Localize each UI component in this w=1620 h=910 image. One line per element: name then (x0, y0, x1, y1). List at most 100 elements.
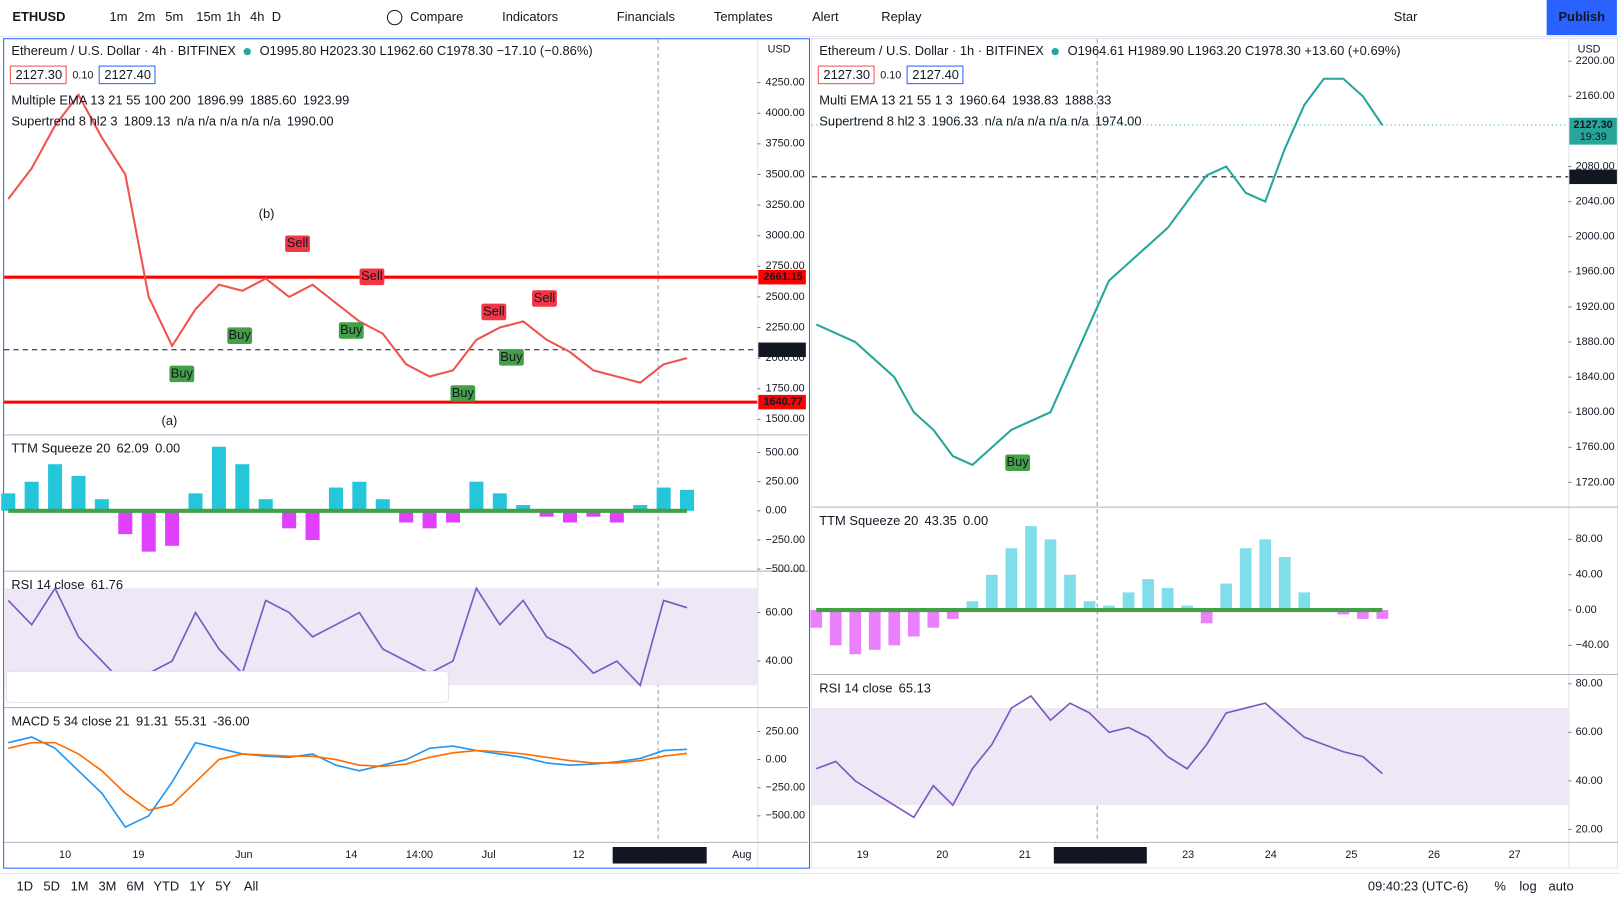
status-dot (1051, 48, 1059, 56)
ask-box[interactable] (906, 65, 964, 85)
range-button[interactable]: 1D (17, 879, 34, 894)
histogram-bar (328, 487, 343, 511)
toolbar-button[interactable]: Replay (881, 9, 922, 24)
price-tick-label: 2080.00 (1576, 160, 1615, 172)
range-button[interactable]: 1Y (189, 879, 205, 894)
toolbar-button[interactable]: Indicators (502, 9, 558, 24)
histogram-bar (445, 510, 461, 523)
time-label: 21 Jul '21 (614, 849, 660, 861)
star-button[interactable]: Star (1394, 9, 1418, 24)
scale-option[interactable]: log (1519, 879, 1536, 894)
pane-label: TTM Squeeze 20 (11, 441, 110, 456)
price-tick-label: 1880.00 (1576, 336, 1615, 348)
time-label: 24 (1265, 849, 1277, 861)
histogram-bar (211, 446, 226, 511)
histogram-bar (1083, 601, 1096, 611)
scale-option[interactable]: auto (1549, 879, 1574, 894)
histogram-bar (352, 481, 367, 511)
range-button[interactable]: 1M (71, 879, 89, 894)
histogram-bar (656, 487, 671, 511)
range-button[interactable]: 6M (126, 879, 144, 894)
price-level-tag (758, 342, 806, 358)
time-label: 21 (1019, 849, 1031, 861)
interval[interactable]: D (272, 9, 281, 24)
toolbar-button[interactable]: Templates (714, 9, 773, 24)
pane-tick-label: 40.00 (1576, 775, 1603, 787)
interval[interactable]: 15m (196, 9, 221, 24)
pane-tick-label: 250.00 (766, 476, 799, 488)
currency-label[interactable]: USD (768, 43, 791, 55)
ask-price[interactable]: 2127.40 (104, 67, 151, 82)
histogram-bar (1122, 592, 1135, 611)
chart-title: Ethereum / U.S. Dollar · 1h · BITFINEX (819, 43, 1044, 58)
study-value: 1938.83 (1012, 93, 1059, 108)
signal-label: Buy (452, 385, 475, 400)
study-value: 1923.99 (303, 93, 350, 108)
histogram-bar (1239, 548, 1252, 611)
ask-box[interactable] (98, 65, 156, 85)
pane-tick-label: 80.00 (1576, 533, 1603, 545)
price-tick-label: 4250.00 (766, 76, 805, 88)
time-label: 23 (1182, 849, 1194, 861)
range-button[interactable]: 5Y (215, 879, 231, 894)
bid-box[interactable] (817, 65, 875, 85)
histogram-bar (849, 610, 862, 655)
histogram-bar (399, 510, 414, 523)
rsi-band (4, 588, 758, 686)
signal-label: Buy (171, 365, 194, 380)
interval[interactable]: 1h (226, 9, 240, 24)
interval[interactable]: 4h (250, 9, 264, 24)
time-label: 21 Jul '21 (1056, 849, 1102, 861)
range-button[interactable]: All (244, 879, 258, 894)
range-button[interactable]: YTD (153, 879, 179, 894)
toolbar-button[interactable]: Financials (617, 9, 675, 24)
publish-label[interactable]: Publish (1558, 9, 1605, 24)
pane-tick-label: −40.00 (1576, 639, 1609, 651)
histogram-bar (907, 610, 920, 637)
pane-tick-label: 250.00 (766, 725, 799, 737)
range-button[interactable]: 5D (43, 879, 60, 894)
currency-label[interactable]: USD (1578, 43, 1601, 55)
time-label: Jun (235, 849, 252, 861)
signal-tag (499, 349, 524, 366)
pane-readout: -36.00 (213, 713, 250, 728)
price-tick-label: 2040.00 (1576, 195, 1615, 207)
status-dot (243, 48, 251, 56)
time-label: 19 (132, 849, 144, 861)
indicator-line (8, 736, 688, 829)
bid-price[interactable]: 2127.30 (823, 67, 870, 82)
pane-tick-label: −500.00 (766, 563, 805, 575)
publish-button[interactable] (1546, 0, 1617, 36)
pane-tick-label: 80.00 (1576, 678, 1603, 690)
time-label: 20 (936, 849, 948, 861)
histogram-bar (1025, 526, 1037, 611)
scale-option[interactable]: % (1494, 879, 1506, 894)
pane-tick-label: 0.00 (1576, 604, 1597, 616)
histogram-bar (1103, 605, 1115, 611)
interval[interactable]: 1m (110, 9, 128, 24)
histogram-bar (469, 481, 484, 511)
range-button[interactable]: 3M (98, 879, 116, 894)
interval[interactable]: 5m (165, 9, 183, 24)
bid-price[interactable]: 2127.30 (15, 67, 62, 82)
ask-price[interactable]: 2127.40 (912, 67, 959, 82)
toolbar-button[interactable]: Alert (812, 9, 839, 24)
histogram-bar (1064, 574, 1076, 611)
pane-label: RSI 14 close (819, 680, 892, 695)
study-value: 1896.99 (197, 93, 244, 108)
price-tick-label: 3000.00 (766, 230, 805, 242)
histogram-bar (586, 510, 601, 517)
price-level-label: 2127.30 (1574, 119, 1613, 131)
interval[interactable]: 2m (137, 9, 155, 24)
histogram-bar (305, 510, 320, 540)
study-value: n/a n/a n/a n/a n/a (985, 113, 1090, 128)
histogram-bar (680, 489, 695, 511)
bid-box[interactable] (9, 65, 67, 85)
histogram-bar (282, 510, 297, 529)
symbol[interactable]: ETHUSD (12, 9, 65, 24)
toolbar-button[interactable]: Compare (410, 9, 463, 24)
pane-label: MACD 5 34 close 21 (11, 713, 129, 728)
indicator-line (815, 694, 1383, 819)
pane-tick-label: −250.00 (766, 782, 805, 794)
